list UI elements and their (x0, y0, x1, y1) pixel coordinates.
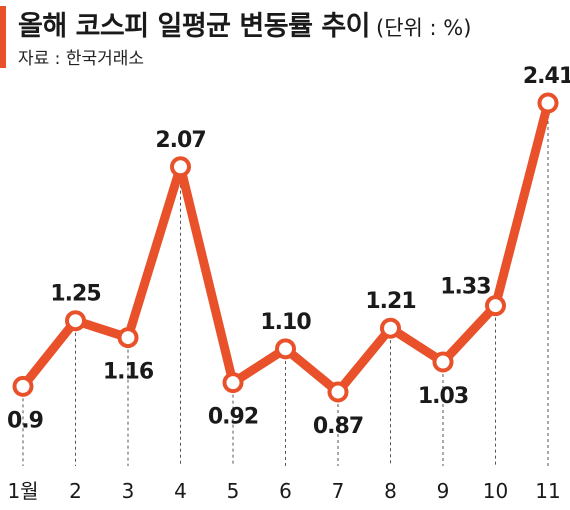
data-label: 2.41 (523, 64, 570, 89)
data-point (275, 338, 296, 360)
data-point (327, 381, 349, 403)
title-line: 올해 코스피 일평균 변동률 추이 (단위 : %) (18, 4, 471, 43)
data-label: 1.10 (260, 310, 311, 335)
data-label: 1.33 (440, 275, 490, 300)
x-tick-label: 10 (483, 479, 508, 503)
x-tick-label: 9 (437, 479, 450, 503)
data-point (65, 310, 86, 332)
data-point (380, 317, 401, 339)
chart-header: 올해 코스피 일평균 변동률 추이 (단위 : %) 자료 : 한국거래소 (0, 0, 570, 80)
data-label: 1.03 (418, 384, 468, 409)
x-tick-label: 4 (174, 479, 187, 503)
data-point (485, 295, 506, 317)
x-tick-label: 6 (279, 479, 292, 503)
data-label: 1.25 (50, 282, 100, 307)
data-point (432, 351, 454, 373)
data-point (537, 92, 559, 114)
data-point (12, 375, 34, 397)
title-accent-bar (0, 6, 6, 68)
x-tick-label: 11 (535, 479, 560, 503)
x-tick-label: 7 (332, 479, 345, 503)
x-tick-label: 1월 (7, 479, 38, 503)
data-label: 1.16 (103, 360, 154, 385)
data-label: 2.07 (155, 128, 205, 153)
x-tick-label: 5 (227, 479, 240, 503)
x-tick-label: 2 (69, 479, 82, 503)
data-label: 0.92 (208, 405, 258, 430)
data-point (222, 372, 244, 394)
data-label: 0.87 (313, 414, 363, 439)
data-label: 1.21 (365, 289, 415, 314)
source-label: 자료 : 한국거래소 (18, 49, 145, 69)
x-tick-label: 3 (122, 479, 135, 503)
data-point (170, 156, 191, 178)
unit-label: (단위 : %) (376, 16, 472, 40)
data-label: 0.9 (7, 408, 43, 433)
x-tick-label: 8 (384, 479, 397, 503)
chart-title: 올해 코스피 일평균 변동률 추이 (18, 11, 371, 42)
data-point (117, 327, 139, 349)
